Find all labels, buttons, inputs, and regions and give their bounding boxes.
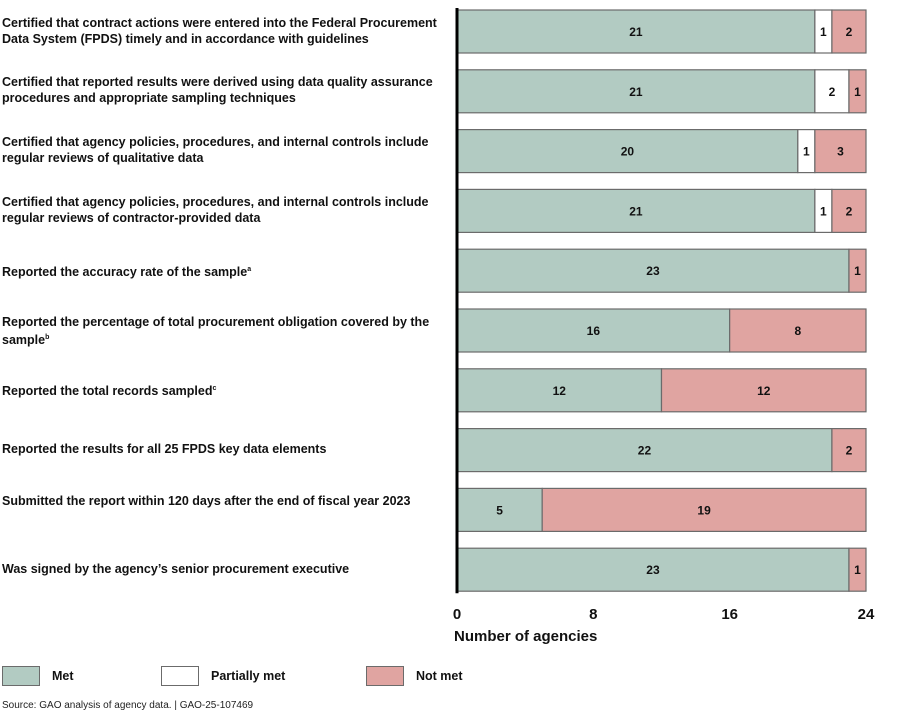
bar-data-label: 1 [854, 264, 861, 278]
bar-data-label: 8 [794, 324, 801, 338]
bar-segment-not-met [831, 188, 867, 233]
bar-data-label: 5 [496, 503, 503, 517]
bar-data-label: 1 [854, 563, 861, 577]
category-label: Reported the accuracy rate of the sample… [2, 264, 252, 279]
category-label: Certified that agency policies, procedur… [2, 194, 429, 225]
legend-item-met: Met [2, 665, 74, 687]
bar-segment-met [456, 129, 799, 174]
bar-data-label: 21 [629, 25, 643, 39]
bar-segment-met [456, 69, 816, 114]
category-label: Certified that contract actions were ent… [2, 15, 437, 46]
bar-segment-not-met [541, 487, 867, 532]
category-label: Reported the results for all 25 FPDS key… [2, 442, 327, 457]
bar-segment-not-met [729, 308, 867, 353]
legend-swatch-met [2, 666, 40, 686]
category-label: Certified that agency policies, procedur… [2, 135, 429, 166]
source-note: Source: GAO analysis of agency data. | G… [2, 700, 254, 711]
bar-segment-not-met [848, 248, 867, 293]
bar-data-label: 20 [621, 145, 635, 159]
bar-segment-partially-met [814, 69, 850, 114]
bar-segment-not-met [831, 9, 867, 54]
bar-data-label: 2 [846, 444, 853, 458]
x-tick-label: 24 [857, 606, 875, 623]
category-label: Submitted the report within 120 days aft… [2, 493, 411, 508]
x-tick-label: 8 [589, 606, 598, 623]
bar-data-label: 21 [629, 204, 643, 218]
bar-segment-not-met [660, 368, 867, 413]
bar-data-label: 23 [646, 563, 660, 577]
x-axis-label: Number of agencies [454, 628, 598, 645]
legend-label-partially-met: Partially met [211, 669, 286, 683]
legend-label-not-met: Not met [416, 669, 463, 683]
x-tick-label: 0 [452, 606, 462, 623]
category-label: Reported the percentage of total procure… [2, 314, 430, 347]
category-label: Certified that reported results were der… [2, 75, 433, 106]
legend-item-not-met: Not met [366, 665, 463, 687]
bar-segment-not-met [848, 547, 867, 592]
bar-segment-met [456, 248, 850, 293]
bar-segment-met [456, 308, 731, 353]
legend-swatch-partially-met [161, 666, 199, 686]
bar-data-label: 21 [629, 85, 643, 99]
bar-segment-not-met [814, 129, 867, 174]
bar-data-label: 16 [587, 324, 601, 338]
bar-data-label: 23 [646, 264, 660, 278]
bar-data-label: 1 [854, 85, 861, 99]
bar-data-label: 1 [820, 204, 827, 218]
category-label: Was signed by the agency’s senior procur… [2, 561, 350, 576]
bar-segment-met [456, 368, 663, 413]
bar-data-label: 2 [829, 85, 836, 99]
bar-segment-not-met [848, 69, 867, 114]
bar-data-label: 12 [553, 384, 567, 398]
x-tick-label: 16 [721, 606, 738, 623]
bar-data-label: 1 [820, 25, 827, 39]
legend-swatch-not-met [366, 666, 404, 686]
legend-label-met: Met [52, 669, 74, 683]
bar-data-label: 2 [846, 25, 853, 39]
bar-data-label: 12 [757, 384, 771, 398]
category-label: Reported the total records sampledc [2, 384, 217, 399]
bar-segment-met [456, 9, 816, 54]
bar-data-label: 3 [837, 145, 844, 159]
bar-data-label: 2 [846, 204, 853, 218]
bar-data-label: 22 [638, 444, 652, 458]
bar-segment-not-met [831, 428, 867, 473]
bar-data-label: 1 [803, 145, 810, 159]
bar-data-label: 19 [697, 503, 711, 517]
bar-segment-met [456, 188, 816, 233]
legend-item-partially-met: Partially met [161, 665, 285, 687]
